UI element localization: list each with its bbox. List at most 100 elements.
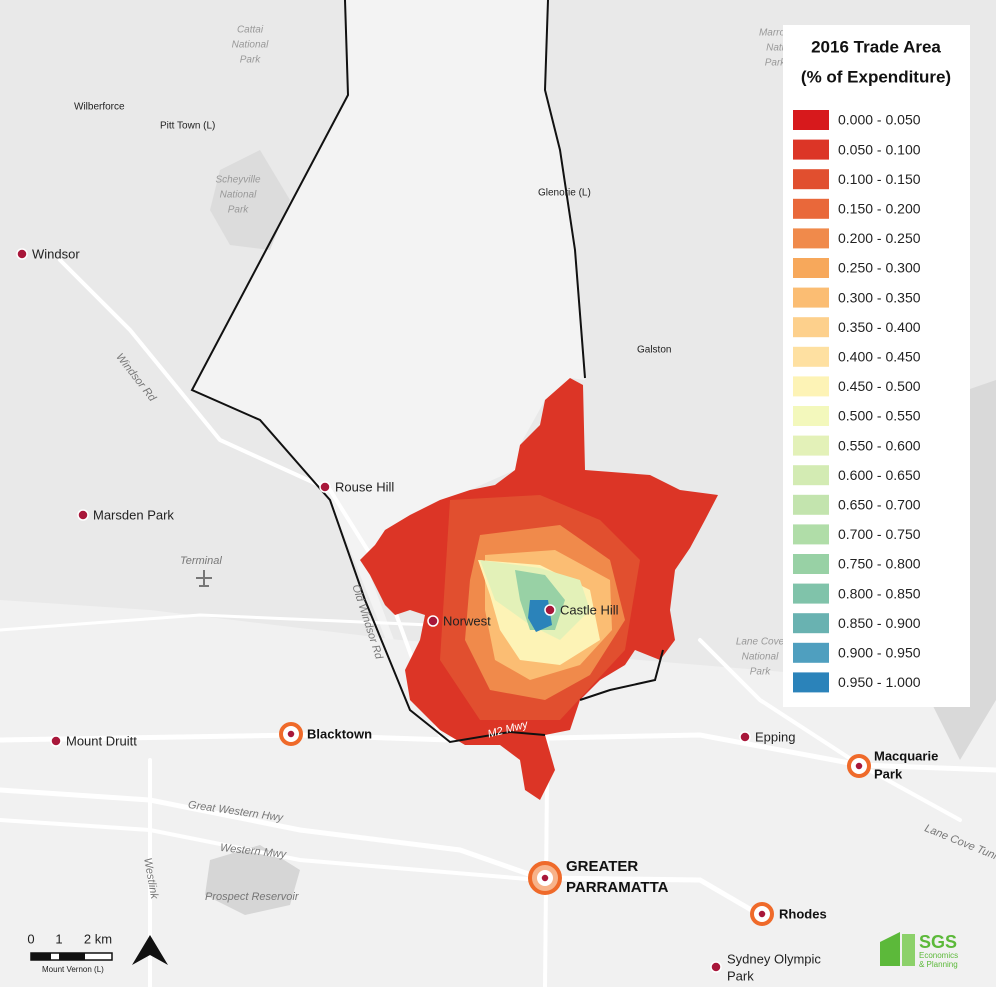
logo-text: & Planning: [919, 960, 958, 969]
legend-label: 0.950 - 1.000: [838, 674, 921, 690]
north-arrow: [132, 935, 168, 965]
logo-text: Economics: [919, 951, 958, 960]
legend-label: 0.150 - 0.200: [838, 201, 921, 217]
legend-swatch: [793, 198, 829, 219]
centre-label: Marsden Park: [93, 507, 174, 522]
legend-swatch: [793, 287, 829, 308]
reservoir: [205, 845, 300, 915]
legend-label: 0.000 - 0.050: [838, 112, 921, 128]
legend-label: 0.350 - 0.400: [838, 319, 921, 335]
suburb-label: Pitt Town (L): [160, 121, 215, 132]
legend-swatch: [793, 672, 829, 693]
major-label: Blacktown: [307, 726, 372, 741]
park-label: Scheyville: [215, 175, 260, 186]
road: [0, 732, 996, 773]
park-label: Cattai: [237, 25, 264, 36]
legend-label: 0.800 - 0.850: [838, 585, 921, 601]
legend-label: 0.500 - 0.550: [838, 408, 921, 424]
major-label: Park: [874, 766, 903, 781]
legend-swatch: [793, 169, 829, 190]
centre-dot: [854, 761, 864, 771]
legend-label: 0.900 - 0.950: [838, 645, 921, 661]
centre-dot: [77, 509, 89, 521]
legend-swatch: [793, 406, 829, 426]
legend-label: 0.400 - 0.450: [838, 349, 921, 365]
major-label: PARRAMATTA: [566, 879, 669, 896]
scale-label: 1: [55, 931, 62, 946]
legend-swatch: [793, 139, 829, 160]
scale-label: 2 km: [84, 931, 112, 946]
park-label: National: [232, 40, 269, 51]
boundary-line: [543, 0, 586, 379]
scale-bar: 0 1 2 km Mount Vernon (L): [27, 931, 168, 974]
legend-swatch: [793, 583, 829, 604]
legend: 2016 Trade Area (% of Expenditure) 0.000…: [783, 25, 970, 707]
park-label: Park: [750, 667, 772, 678]
road: [0, 613, 432, 632]
legend-label: 0.650 - 0.700: [838, 497, 921, 513]
centre-dot: [16, 248, 28, 260]
legend-swatch: [793, 435, 829, 456]
centre-dot: [544, 604, 556, 616]
major-centres: Blacktown Macquarie Park Rhodes GREATER …: [279, 722, 938, 926]
legend-swatch: [793, 465, 829, 486]
suburb-label: Galston: [637, 345, 671, 356]
centres: Windsor Rouse Hill Marsden Park Norwest …: [16, 246, 821, 983]
legend-label: 0.250 - 0.300: [838, 260, 921, 276]
legend-swatch: [793, 524, 829, 545]
logo-mark: [880, 932, 900, 966]
scale-label: 0: [27, 931, 34, 946]
suburb-label: Mount Vernon (L): [42, 965, 104, 974]
centre-label: Rouse Hill: [335, 479, 394, 494]
road: [0, 818, 542, 882]
major-label: GREATER: [566, 858, 638, 875]
centre-label: Sydney Olympic: [727, 951, 821, 966]
centre-label: Castle Hill: [560, 602, 619, 617]
centre-label: Park: [727, 968, 754, 983]
legend-label: 0.550 - 0.600: [838, 437, 921, 453]
logo-text: SGS: [919, 932, 957, 952]
legend-label: 0.850 - 0.900: [838, 615, 921, 631]
legend-label: 0.600 - 0.650: [838, 467, 921, 483]
centre-dot: [710, 961, 722, 973]
legend-swatch: [793, 642, 829, 663]
park-area: [210, 150, 290, 250]
centre-label: Epping: [755, 729, 795, 744]
logo: SGS Economics & Planning: [880, 932, 958, 969]
lga-boundary: [190, 0, 664, 744]
major-label: Macquarie: [874, 748, 938, 763]
park-label: National: [220, 190, 257, 201]
legend-swatch: [793, 554, 829, 574]
suburb-label: Glenorie (L): [538, 188, 591, 199]
centre-label: Mount Druitt: [66, 733, 137, 748]
park-label: Park: [228, 205, 250, 216]
park-label: Nati: [766, 43, 785, 54]
boundary-line: [190, 0, 664, 744]
park-labels: Cattai National Park Scheyville National…: [215, 25, 786, 678]
suburb-label: Terminal: [180, 555, 222, 567]
trade-area: [360, 378, 718, 800]
legend-label: 0.700 - 0.750: [838, 526, 921, 542]
shire-area: [192, 0, 585, 700]
logo-mark: [902, 934, 915, 966]
park-label: National: [742, 652, 779, 663]
park-label: Marro: [759, 28, 786, 39]
centre-dot: [757, 909, 767, 919]
centre-dot: [50, 735, 62, 747]
legend-swatch: [793, 376, 829, 397]
legend-swatch: [793, 494, 829, 515]
legend-swatch: [793, 346, 829, 367]
park-label: Lane Cove: [736, 637, 785, 648]
centre-dot: [739, 731, 751, 743]
legend-label: 0.750 - 0.800: [838, 556, 921, 572]
legend-swatch: [793, 613, 829, 634]
legend-swatch: [793, 110, 829, 130]
park-label: Park: [765, 58, 787, 69]
scale-box: [31, 953, 51, 960]
legend-label: 0.300 - 0.350: [838, 289, 921, 305]
centre-dot: [427, 615, 439, 627]
legend-title: (% of Expenditure): [801, 67, 951, 86]
airport-icon: [196, 570, 212, 587]
road-label: Prospect Reservoir: [205, 891, 300, 903]
